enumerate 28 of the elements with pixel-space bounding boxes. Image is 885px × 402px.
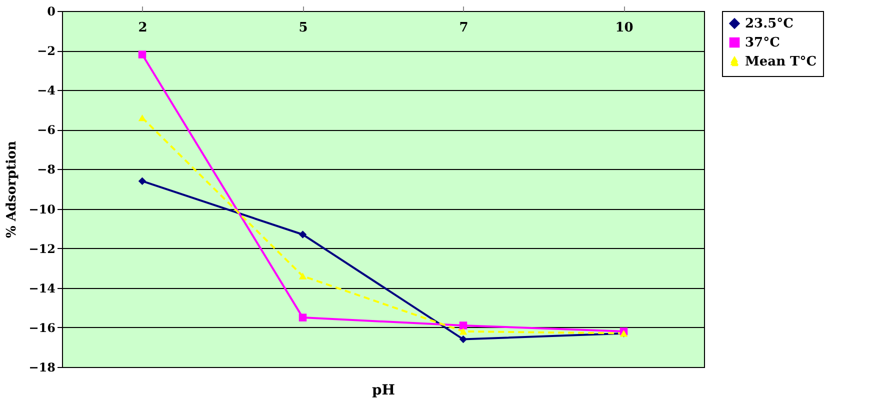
legend-label: 37°C <box>745 36 780 50</box>
point <box>298 272 307 280</box>
x-tick-label: 2 <box>138 20 148 36</box>
y-axis-title: % Adsorption <box>4 140 20 238</box>
x-tick-label: 7 <box>459 20 468 36</box>
point <box>138 177 146 185</box>
point <box>459 335 468 344</box>
point <box>298 230 307 238</box>
x-tick-label: 5 <box>298 20 308 36</box>
point <box>138 114 146 122</box>
point <box>459 328 468 335</box>
legend-label: 23.5°C <box>745 16 794 32</box>
point <box>138 50 146 58</box>
point <box>459 322 468 330</box>
y-tick-label: −6 <box>37 123 56 138</box>
point <box>298 314 307 322</box>
y-tick-label: 0 <box>47 4 56 18</box>
y-tick-label: −4 <box>37 84 56 98</box>
y-tick-label: −12 <box>28 242 56 256</box>
y-tick-label: −2 <box>37 44 56 58</box>
legend-label: Mean T°C <box>745 54 817 70</box>
y-tick-label: −16 <box>28 320 56 335</box>
x-tick-label: 10 <box>615 20 634 36</box>
y-tick-label: −18 <box>28 360 56 374</box>
y-tick-label: −14 <box>28 281 56 296</box>
y-tick-label: −10 <box>28 202 56 216</box>
y-tick-label: −8 <box>37 162 56 177</box>
x-axis-title: pH <box>372 382 396 398</box>
